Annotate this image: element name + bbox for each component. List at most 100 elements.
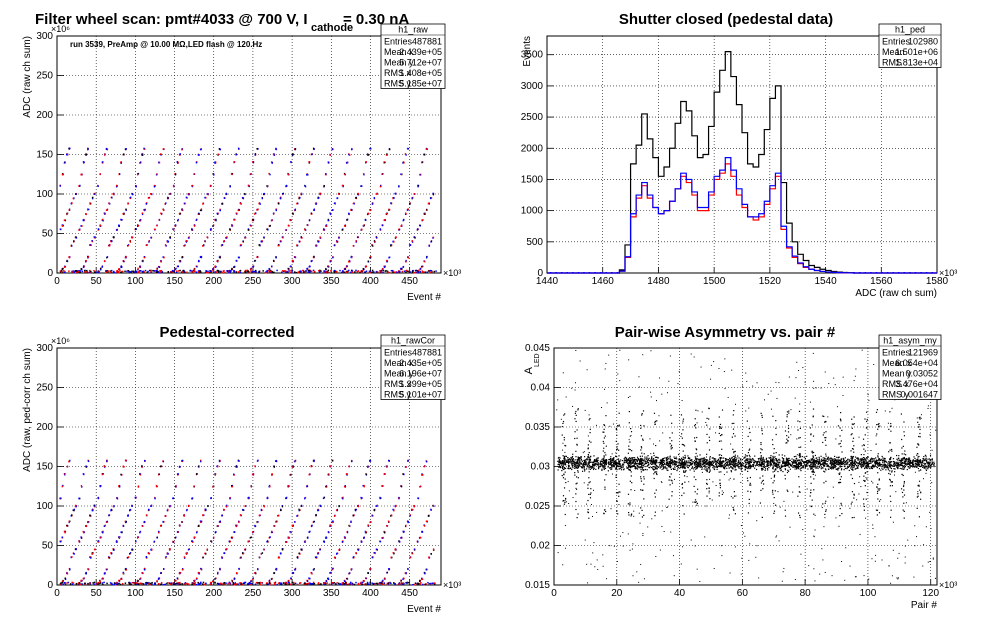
scatter-point	[122, 213, 123, 215]
scatter-point	[159, 473, 160, 475]
scatter-point	[318, 241, 319, 243]
scatter-point	[177, 265, 178, 267]
scatter-point	[88, 569, 89, 571]
scatter-point	[395, 193, 396, 195]
scatter-point	[271, 220, 272, 222]
scatter-point	[100, 485, 101, 487]
stats-value: 6.196e+07	[399, 369, 442, 379]
scatter-point	[146, 203, 147, 205]
scatter-point	[349, 154, 350, 156]
scatter-point	[210, 497, 211, 499]
y-axis-label: ADC (raw ch sum)	[22, 36, 33, 118]
asym-point	[749, 456, 750, 457]
scatter-point	[273, 272, 275, 274]
scatter-point	[328, 270, 330, 272]
scatter-point	[423, 261, 424, 263]
scatter-point	[156, 270, 158, 272]
scatter-point	[157, 537, 158, 539]
scatter-point	[412, 197, 413, 199]
scatter-point	[411, 553, 412, 555]
scatter-point	[69, 568, 70, 570]
asym-point	[595, 469, 596, 470]
scatter-point	[332, 257, 333, 259]
scatter-point	[118, 580, 119, 582]
scatter-point	[269, 173, 270, 175]
scatter-point	[240, 272, 242, 274]
scatter-point	[147, 582, 149, 584]
scatter-point	[210, 185, 211, 187]
scatter-point	[236, 260, 237, 262]
scatter-point	[405, 261, 406, 263]
scatter-point	[126, 460, 127, 462]
scatter-point	[426, 569, 427, 571]
scatter-point	[409, 515, 410, 517]
asym-point	[645, 469, 646, 470]
scatter-point	[425, 271, 427, 273]
scatter-point	[248, 271, 250, 273]
y-exponent: ×10⁶	[51, 336, 70, 346]
scatter-point	[249, 583, 251, 585]
scatter-point	[131, 271, 133, 273]
scatter-point	[269, 268, 270, 270]
scatter-point	[239, 582, 241, 584]
scatter-point	[94, 582, 96, 584]
scatter-point	[278, 203, 279, 205]
scatter-point	[186, 553, 187, 555]
stats-label: Entries	[384, 348, 413, 358]
asym-point	[826, 466, 827, 467]
scatter-point	[391, 270, 393, 272]
x-exponent: ×10³	[939, 268, 957, 278]
scatter-point	[222, 515, 223, 517]
scatter-point	[374, 509, 375, 511]
scatter-point	[143, 583, 145, 585]
scatter-point	[163, 568, 164, 570]
histogram-baseline-point	[887, 272, 889, 274]
scatter-point	[116, 541, 117, 543]
scatter-point	[382, 584, 384, 586]
scatter-point	[292, 525, 293, 527]
scatter-point	[344, 486, 345, 488]
scatter-point	[211, 270, 213, 272]
asym-point	[572, 465, 573, 466]
scatter-point	[75, 193, 76, 195]
scatter-point	[196, 271, 198, 273]
y-axis-label: Events	[522, 36, 533, 67]
scatter-point	[227, 583, 229, 585]
scatter-point	[251, 486, 252, 488]
scatter-point	[407, 256, 408, 258]
scatter-point	[387, 271, 389, 273]
scatter-point	[280, 552, 281, 554]
scatter-point	[379, 270, 381, 272]
scatter-point	[352, 583, 354, 585]
scatter-point	[89, 203, 90, 205]
scatter-point	[317, 553, 318, 555]
scatter-point	[175, 580, 176, 582]
scatter-point	[367, 466, 368, 468]
scatter-point	[236, 154, 237, 156]
scatter-point	[393, 552, 394, 554]
scatter-point	[219, 460, 220, 462]
scatter-point	[388, 521, 389, 523]
asym-point	[821, 456, 822, 457]
scatter-point	[205, 509, 206, 511]
scatter-point	[430, 553, 431, 555]
scatter-point	[100, 537, 101, 539]
scatter-point	[332, 149, 333, 151]
scatter-point	[217, 270, 219, 272]
scatter-point	[61, 271, 63, 273]
scatter-point	[305, 540, 306, 542]
scatter-point	[59, 497, 60, 499]
asym-point	[717, 460, 718, 461]
scatter-point	[258, 203, 259, 205]
scatter-point	[183, 515, 184, 517]
stats-value: 2.439e+05	[399, 47, 442, 57]
scatter-point	[220, 271, 222, 273]
scatter-point	[217, 573, 218, 575]
scatter-point	[205, 553, 206, 555]
scatter-point	[72, 583, 74, 585]
scatter-point	[197, 582, 199, 584]
scatter-point	[71, 245, 72, 247]
scatter-point	[158, 583, 160, 585]
scatter-point	[100, 582, 102, 584]
scatter-point	[418, 270, 420, 272]
